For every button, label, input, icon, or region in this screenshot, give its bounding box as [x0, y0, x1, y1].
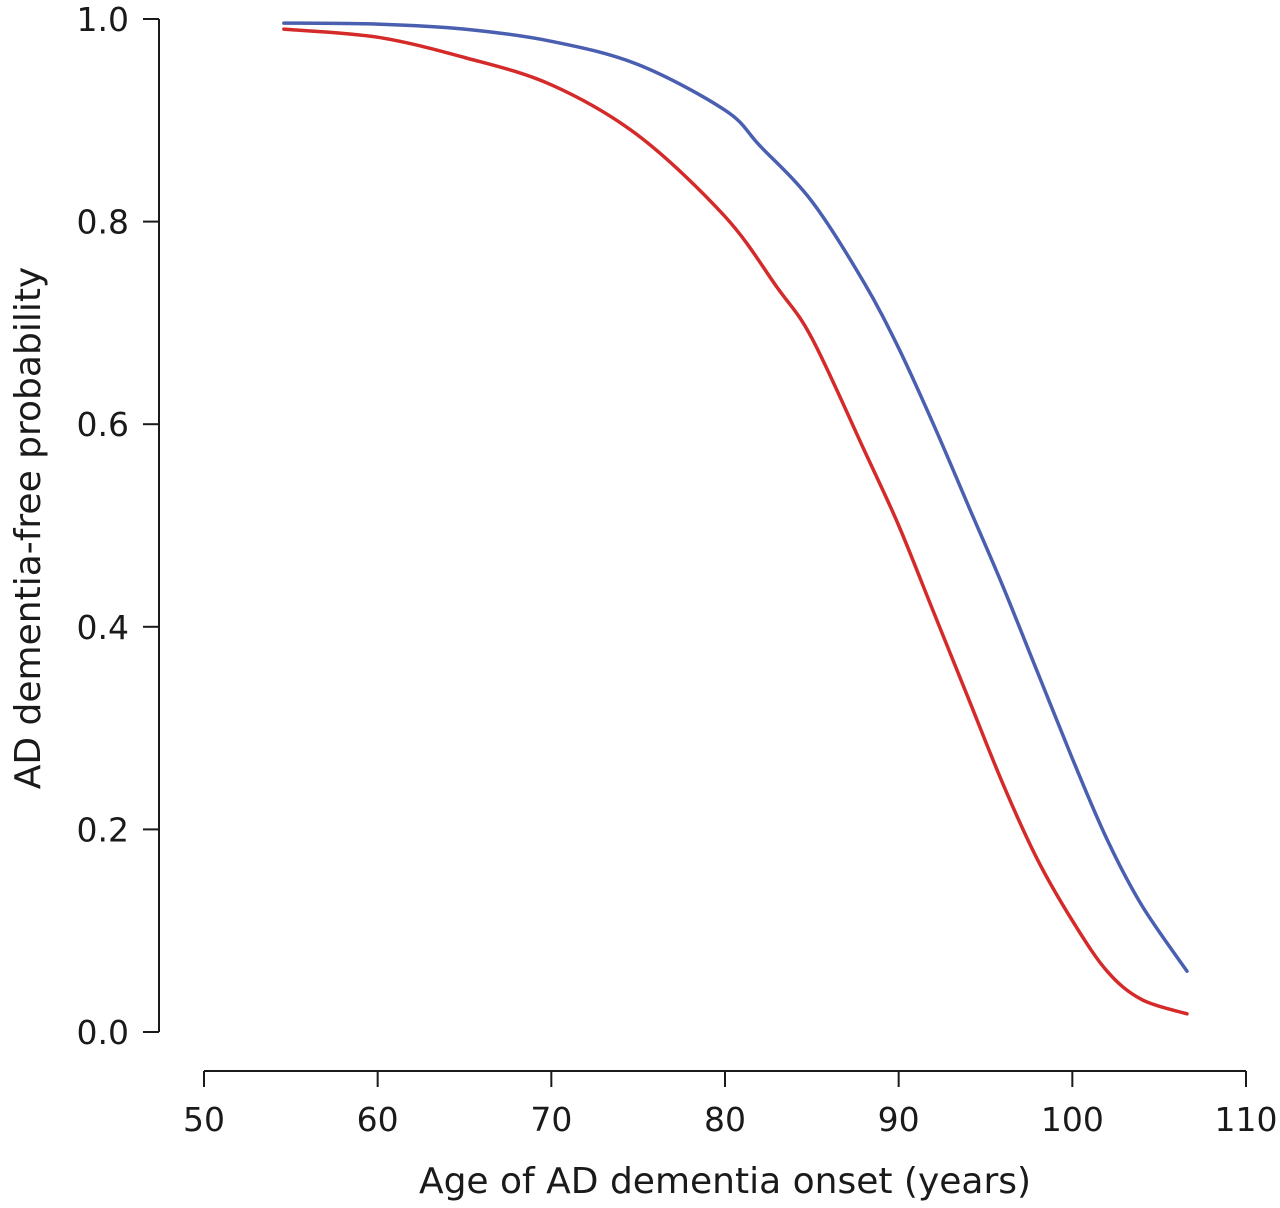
y-tick-label: 0.4	[77, 608, 129, 647]
x-axis-ticks: 50 60 70 80 90 100 110	[183, 1071, 1278, 1139]
x-tick-label: 70	[530, 1100, 572, 1139]
x-tick-label: 80	[704, 1100, 746, 1139]
series-lines	[282, 21, 1189, 1016]
y-tick-label: 0.0	[77, 1013, 129, 1052]
x-tick-label: 110	[1215, 1100, 1278, 1139]
series-line-blue	[282, 21, 1189, 973]
series-line-red	[282, 27, 1189, 1016]
x-axis-title: Age of AD dementia onset (years)	[419, 1161, 1031, 1202]
x-tick-label: 60	[357, 1100, 399, 1139]
y-axis-title: AD dementia-free probability	[8, 267, 49, 790]
x-tick-label: 50	[183, 1100, 225, 1139]
x-tick-label: 100	[1041, 1100, 1104, 1139]
y-tick-label: 1.0	[77, 0, 129, 39]
x-tick-label: 90	[878, 1100, 920, 1139]
y-tick-label: 0.8	[77, 203, 129, 242]
y-tick-label: 0.6	[77, 405, 129, 444]
y-tick-label: 0.2	[77, 810, 129, 849]
y-axis-ticks: 0.0 0.2 0.4 0.6 0.8 1.0	[77, 0, 159, 1052]
